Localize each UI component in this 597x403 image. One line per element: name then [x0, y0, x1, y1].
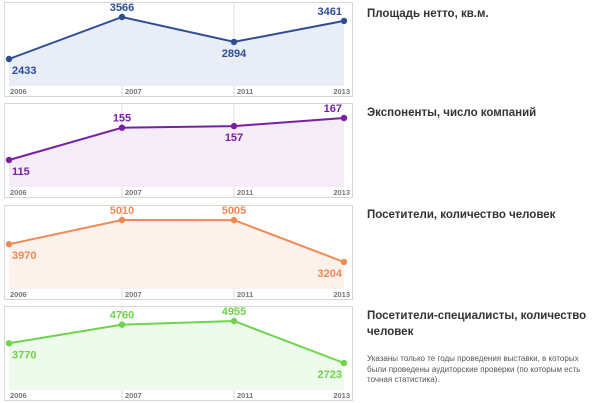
data-label: 3770	[12, 349, 36, 361]
x-tick-label: 2011	[237, 87, 253, 96]
x-tick-label: 2006	[10, 87, 27, 96]
data-label: 2433	[12, 65, 36, 77]
data-point	[5, 240, 13, 248]
x-tick-label: 2013	[333, 290, 350, 299]
data-point	[5, 156, 13, 164]
area-fill	[9, 321, 344, 390]
chart-title-exhibitors: Экспоненты, число компаний	[367, 107, 537, 119]
data-label: 4955	[222, 307, 246, 318]
data-point	[118, 216, 126, 224]
x-tick-label: 2006	[10, 391, 27, 400]
data-point	[5, 55, 13, 63]
x-tick-label: 2007	[125, 290, 142, 299]
data-label: 157	[225, 132, 243, 144]
data-label: 3970	[12, 250, 36, 262]
data-label: 155	[113, 113, 131, 125]
area-fill	[9, 118, 344, 187]
footnote: Указаны только те годы проведения выстав…	[367, 354, 581, 384]
data-point	[340, 17, 348, 25]
x-tick-label: 2007	[125, 87, 142, 96]
data-point	[340, 359, 348, 367]
x-tick-label: 2006	[10, 290, 27, 299]
data-point	[118, 321, 126, 328]
chart-svg: 3770 4760 4955 2723 2006 2007 2011 2013	[5, 307, 350, 400]
x-tick-label: 2006	[10, 188, 27, 197]
x-tick-label: 2013	[333, 188, 350, 197]
series-line	[8, 218, 345, 263]
chart-panel-specialists: 3770 4760 4955 2723 2006 2007 2011 2013	[4, 306, 353, 401]
data-point	[118, 124, 126, 131]
data-label: 2723	[318, 369, 342, 381]
x-tick-label: 2007	[125, 391, 142, 400]
data-label: 3461	[318, 6, 342, 18]
x-tick-label: 2011	[237, 290, 253, 299]
x-tick-label: 2007	[125, 188, 142, 197]
x-tick-label: 2011	[237, 391, 253, 400]
chart-panel-area: 2433 3566 2894 3461 2006 2007 2011 2013	[4, 2, 353, 97]
data-label: 5005	[222, 206, 246, 217]
x-tick-label: 2011	[237, 188, 253, 197]
data-label: 167	[324, 104, 342, 115]
chart-svg: 2433 3566 2894 3461 2006 2007 2011 2013	[5, 3, 350, 96]
data-label: 3204	[318, 268, 343, 280]
data-point	[5, 340, 13, 347]
chart-title-specialists: Посетители-специалисты, количество челов…	[367, 310, 587, 338]
chart-title-area: Площадь нетто, кв.м.	[367, 8, 489, 20]
data-point	[230, 216, 238, 224]
series-line	[8, 117, 345, 161]
data-point	[230, 38, 238, 46]
data-point	[340, 258, 348, 266]
data-label: 5010	[110, 206, 134, 217]
x-tick-label: 2013	[333, 391, 350, 400]
data-label: 115	[12, 166, 30, 178]
data-point	[230, 122, 238, 130]
series-line	[8, 319, 345, 364]
chart-panel-exhibitors: 115 155 157 167 2006 2007 2011 2013	[4, 103, 353, 198]
series-line	[8, 15, 345, 60]
chart-panel-visitors: 3970 5010 5005 3204 2006 2007 2011 2013	[4, 205, 353, 300]
data-point	[340, 114, 348, 122]
data-label: 3566	[110, 3, 134, 14]
x-tick-label: 2013	[333, 87, 350, 96]
chart-title-visitors: Посетители, количество человек	[367, 209, 556, 221]
area-fill	[9, 17, 344, 86]
data-point	[118, 13, 126, 21]
chart-svg: 3970 5010 5005 3204 2006 2007 2011 2013	[5, 206, 350, 299]
chart-svg: 115 155 157 167 2006 2007 2011 2013	[5, 104, 350, 197]
area-fill	[9, 220, 344, 289]
data-point	[230, 317, 238, 325]
data-label: 4760	[110, 310, 134, 322]
data-label: 2894	[222, 48, 247, 60]
